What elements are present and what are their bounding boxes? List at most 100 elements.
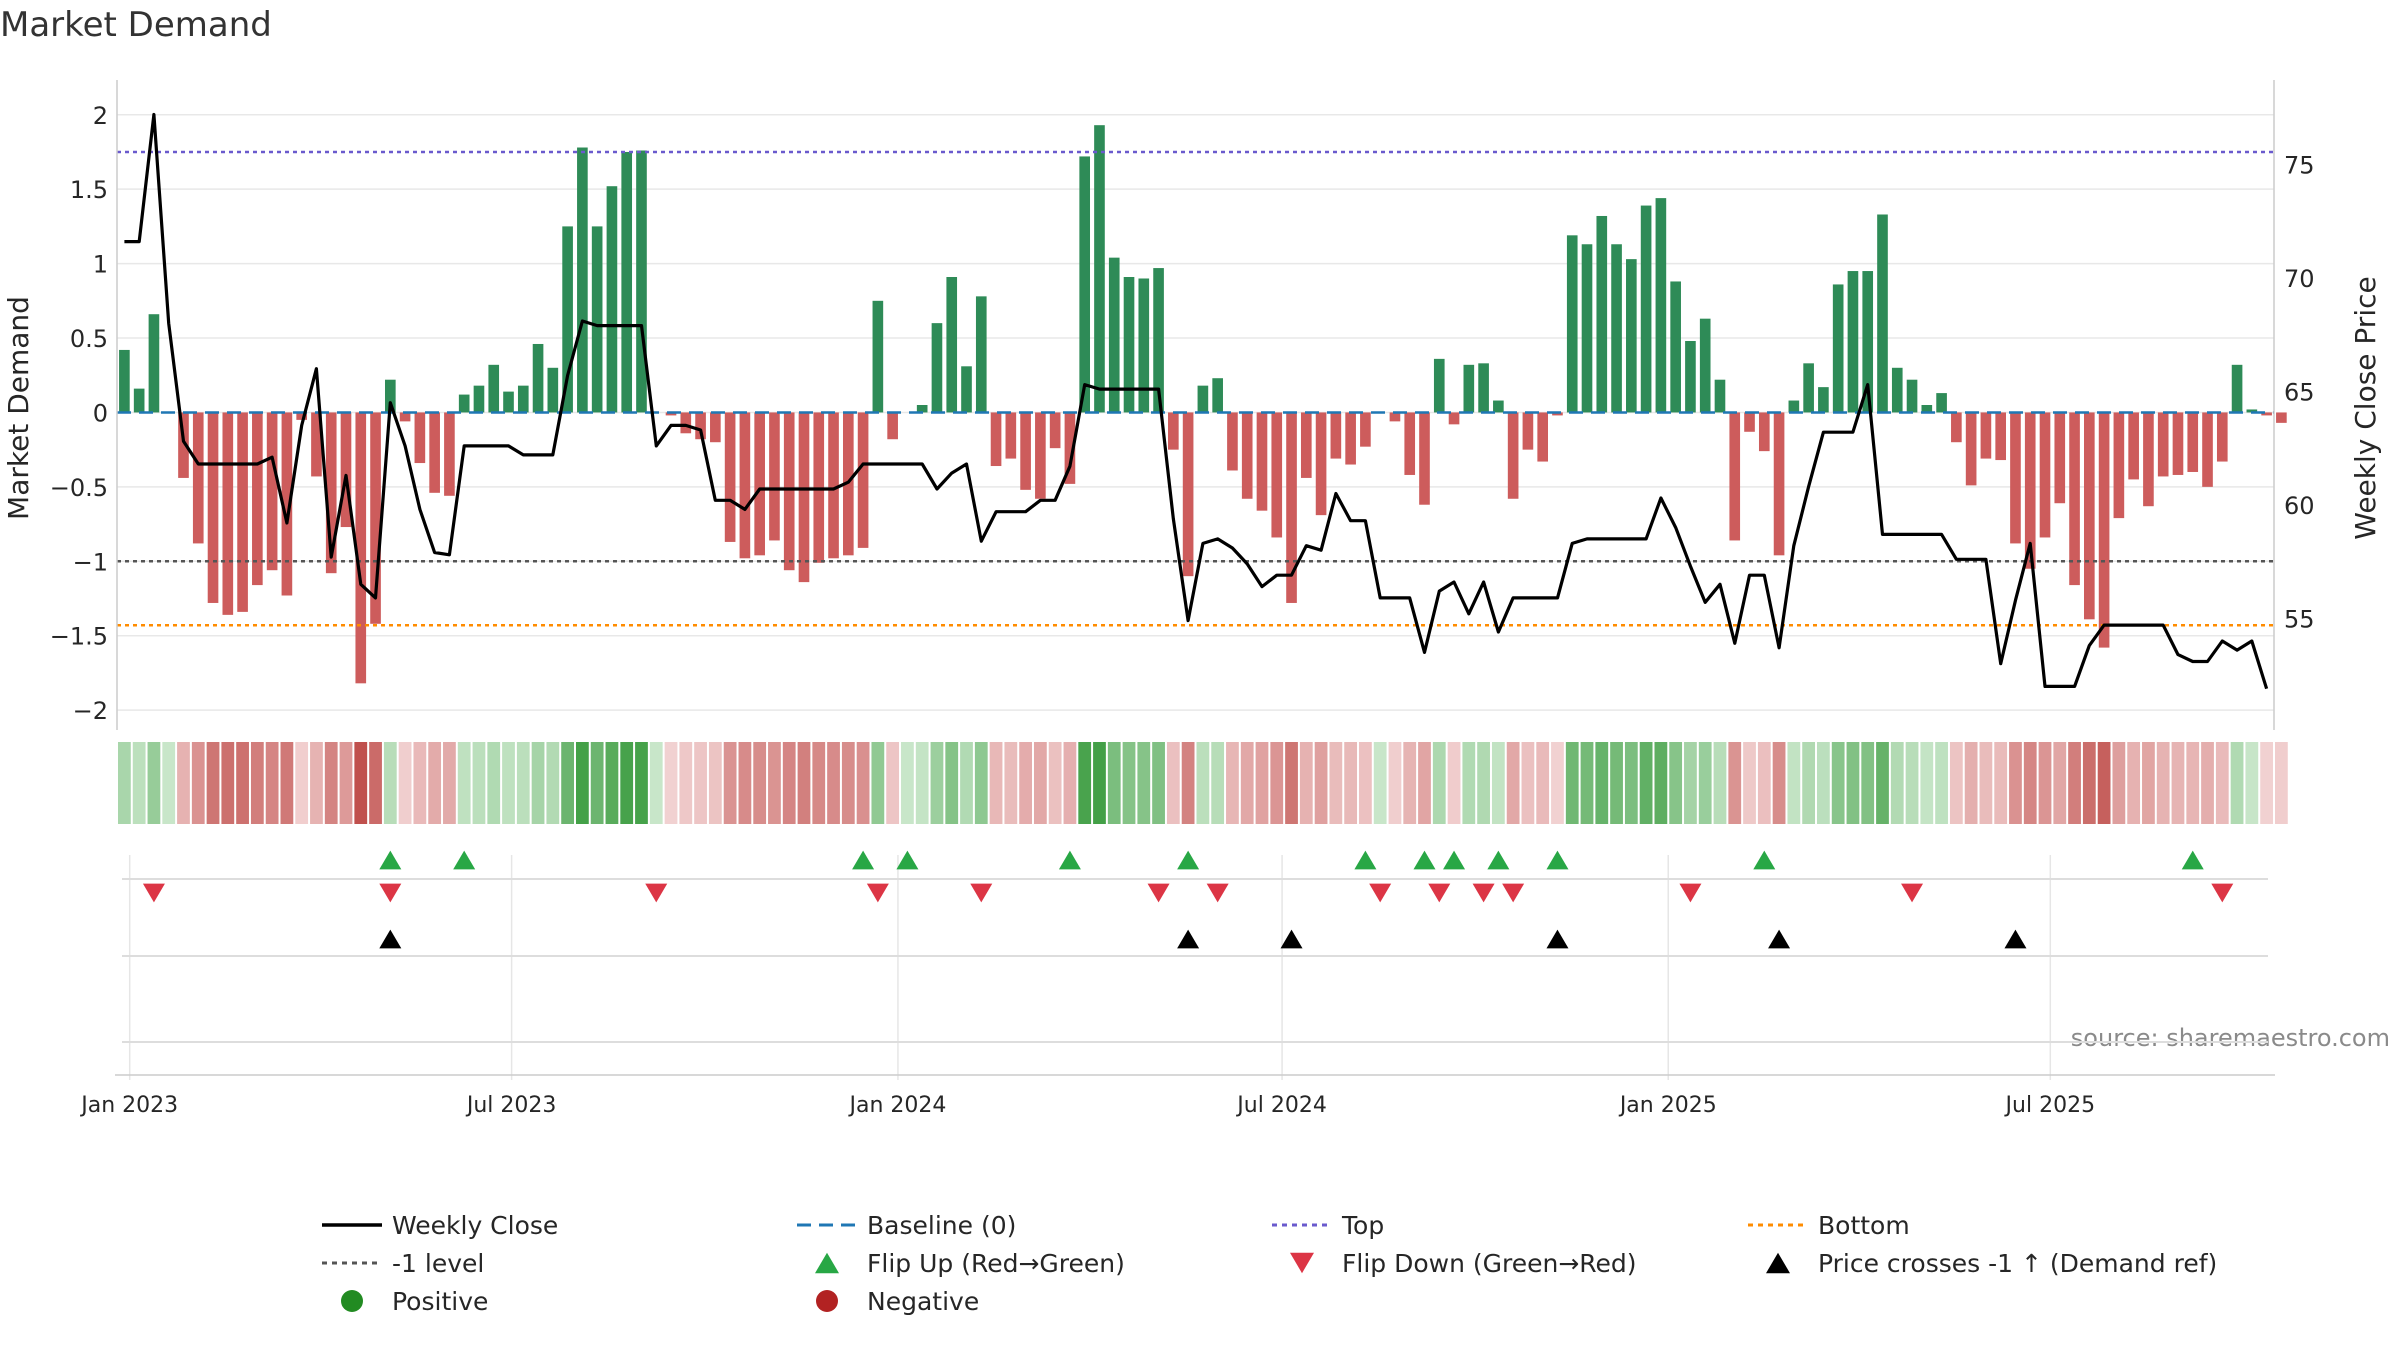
strip-cell bbox=[1698, 742, 1712, 824]
strip-cell bbox=[1166, 742, 1180, 824]
strip-cell bbox=[1226, 742, 1239, 824]
demand-bar bbox=[340, 412, 352, 528]
strip-cell bbox=[561, 742, 574, 824]
strip-cell bbox=[2127, 742, 2141, 824]
strip-cell bbox=[2142, 742, 2155, 824]
strip-cell bbox=[1196, 742, 1210, 824]
flip-down-marker bbox=[379, 883, 402, 903]
strip-cell bbox=[974, 742, 988, 824]
flip-up-marker bbox=[1354, 850, 1377, 870]
strip-cell bbox=[1314, 742, 1328, 824]
demand-bar bbox=[1153, 268, 1164, 413]
demand-bar bbox=[1803, 363, 1814, 413]
left-tick-label: −0.5 bbox=[50, 474, 108, 502]
legend-label: Flip Down (Green→Red) bbox=[1342, 1249, 1637, 1278]
event-markers bbox=[115, 850, 2275, 1076]
demand-bar bbox=[1596, 215, 1608, 413]
strip-cell bbox=[1551, 742, 1564, 824]
flip-up-marker bbox=[1413, 850, 1436, 870]
strip-cell bbox=[1048, 742, 1062, 824]
strip-cell bbox=[1521, 742, 1535, 824]
flip-up-marker bbox=[852, 850, 875, 870]
demand-bar bbox=[1448, 412, 1460, 425]
demand-bar bbox=[2143, 412, 2154, 507]
demand-bar bbox=[178, 412, 189, 478]
strip-cell bbox=[1299, 742, 1313, 824]
strip-cell bbox=[1994, 742, 2008, 824]
strip-cell bbox=[2215, 742, 2229, 824]
strip-cell bbox=[1580, 742, 1594, 824]
strip-cell bbox=[930, 742, 944, 824]
legend-item: -1 level bbox=[322, 1249, 484, 1278]
demand-bar bbox=[1256, 412, 1268, 511]
strip-cell bbox=[1565, 742, 1579, 824]
legend-item: Price crosses -1 ↑ (Demand ref) bbox=[1766, 1249, 2217, 1278]
legend-label: -1 level bbox=[392, 1249, 484, 1278]
demand-bar bbox=[1123, 277, 1135, 413]
x-tick-label: Jul 2024 bbox=[1235, 1093, 1327, 1118]
price-line-layer bbox=[124, 112, 2269, 690]
strip-cell bbox=[1506, 742, 1520, 824]
x-tick-label: Jan 2023 bbox=[79, 1093, 178, 1118]
demand-bar bbox=[606, 186, 618, 413]
strip-cell bbox=[901, 742, 914, 824]
demand-bar bbox=[1714, 379, 1726, 413]
demand-bar bbox=[2187, 412, 2199, 472]
strip-cell bbox=[2201, 742, 2214, 824]
demand-bar bbox=[2231, 364, 2243, 413]
demand-bar bbox=[1182, 412, 1194, 577]
strip-cell bbox=[1344, 742, 1358, 824]
demand-bar bbox=[2172, 412, 2184, 475]
weekly-close-line bbox=[124, 112, 2269, 690]
strip-cell bbox=[812, 742, 826, 824]
legend-triangle-down-icon bbox=[1290, 1252, 1314, 1274]
demand-bar bbox=[473, 385, 485, 413]
strip-cell bbox=[2023, 742, 2037, 824]
strip-cell bbox=[324, 742, 338, 824]
flip-up-marker bbox=[379, 850, 402, 870]
strip-cell bbox=[1949, 742, 1963, 824]
demand-bar bbox=[1611, 244, 1622, 413]
demand-bar bbox=[252, 412, 263, 586]
x-tick-label: Jul 2025 bbox=[2004, 1093, 2096, 1118]
strip-cell bbox=[1270, 742, 1284, 824]
strip-cell bbox=[2082, 742, 2096, 824]
strip-cell bbox=[162, 742, 176, 824]
demand-bar bbox=[1433, 358, 1445, 413]
strip-cell bbox=[1033, 742, 1047, 824]
demand-bar bbox=[916, 405, 928, 413]
demand-bar bbox=[2276, 412, 2287, 423]
demand-bar bbox=[1108, 257, 1120, 413]
demand-bar bbox=[1995, 412, 2007, 461]
strip-cell bbox=[1876, 742, 1889, 824]
demand-bar bbox=[1404, 412, 1416, 475]
flip-down-marker bbox=[1428, 883, 1451, 903]
strip-cell bbox=[398, 742, 412, 824]
strip-cell bbox=[132, 742, 146, 824]
demand-bar bbox=[2261, 412, 2272, 416]
demand-bar bbox=[1227, 412, 1238, 471]
strip-cell bbox=[1624, 742, 1638, 824]
demand-bar bbox=[237, 412, 248, 612]
strip-cell bbox=[221, 742, 235, 824]
strip-cell bbox=[1152, 742, 1165, 824]
strip-cell bbox=[250, 742, 264, 824]
demand-bar bbox=[1478, 363, 1489, 413]
strip-cell bbox=[620, 742, 634, 824]
demand-bar bbox=[532, 343, 544, 413]
demand-bar bbox=[2054, 412, 2066, 504]
strip-cell bbox=[2156, 742, 2170, 824]
demand-bar bbox=[2039, 412, 2051, 538]
right-axis-label: Weekly Close Price bbox=[2349, 276, 2382, 539]
strip-cell bbox=[1920, 742, 1934, 824]
strip-cell bbox=[1211, 742, 1225, 824]
strip-cell bbox=[945, 742, 959, 824]
strip-cell bbox=[2112, 742, 2126, 824]
strip-cell bbox=[989, 742, 1003, 824]
demand-bar bbox=[1330, 412, 1342, 459]
demand-bar bbox=[975, 296, 987, 413]
strip-cell bbox=[1447, 742, 1461, 824]
demand-bar bbox=[946, 277, 958, 413]
x-axis-ticks: Jan 2023 Jul 2023 Jan 2024 Jul 2024 Jan 2025… bbox=[79, 1093, 2095, 1118]
demand-bar bbox=[2202, 412, 2213, 487]
